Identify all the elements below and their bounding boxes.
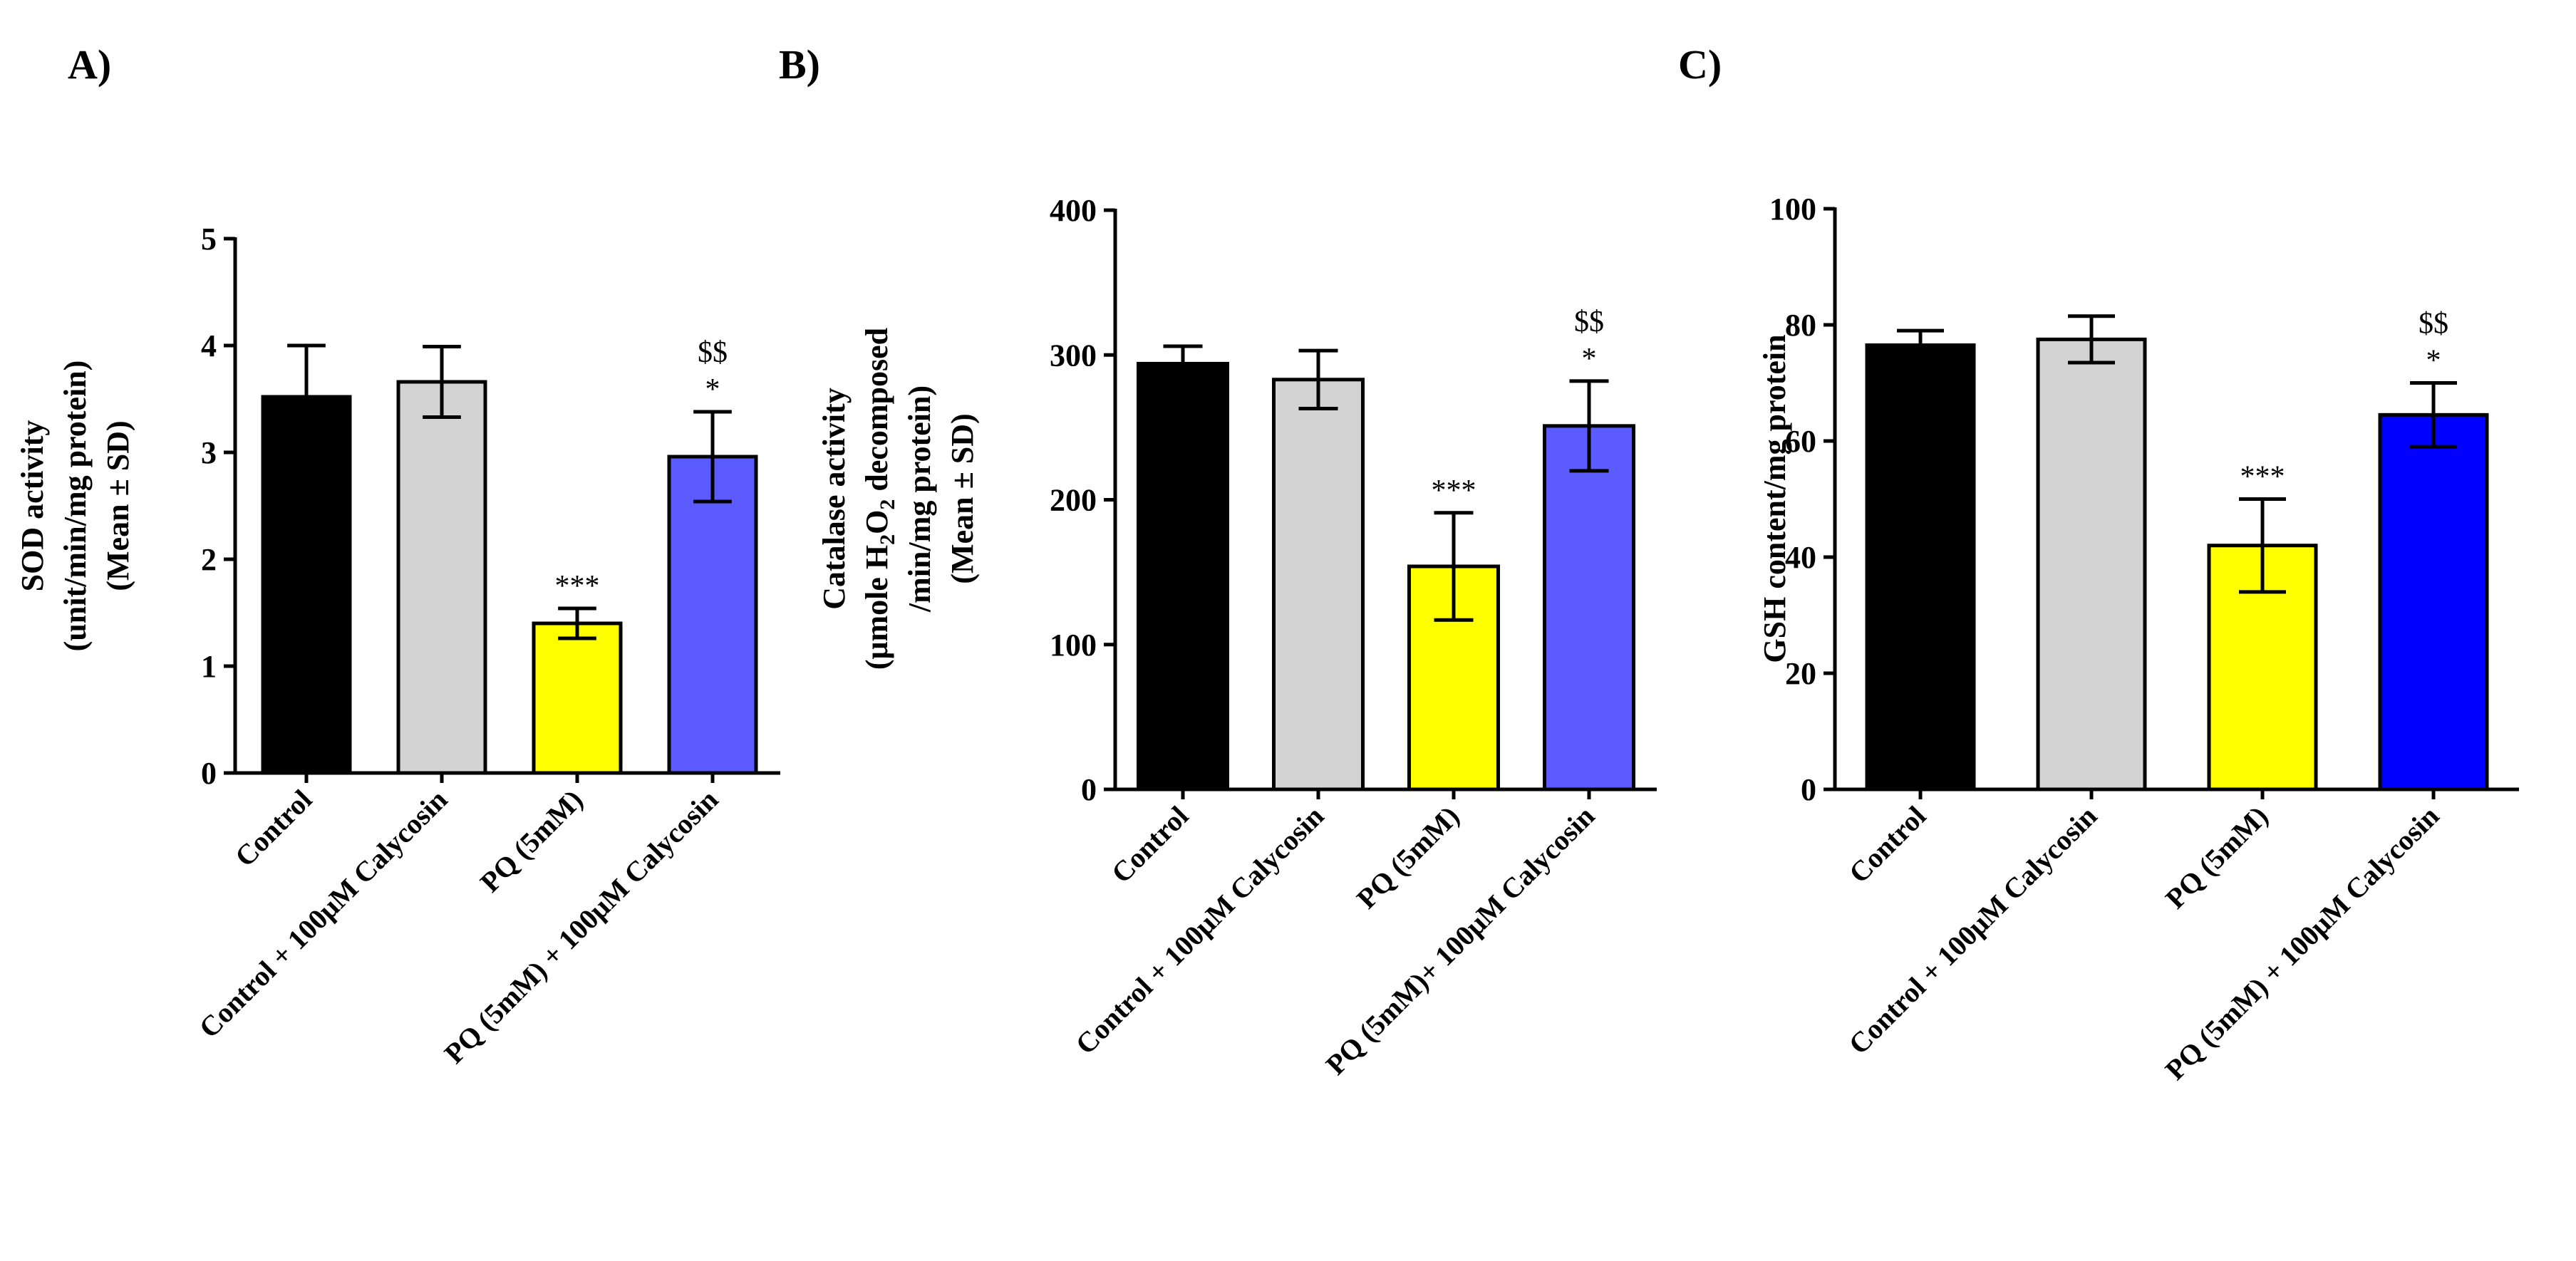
panel-2-category-2: PQ (5mM) <box>2159 800 2274 915</box>
panel-1-ylabel-line-0: Catalase activity <box>817 388 852 610</box>
panel-1-letter: B) <box>779 41 820 88</box>
panel-2-ytick-label-3: 60 <box>1785 424 1816 459</box>
panel-2-ytick-label-0: 0 <box>1801 772 1816 807</box>
panel-1-errorbar-1 <box>1298 348 1338 410</box>
panel-2-ytick-label-4: 80 <box>1785 308 1816 343</box>
panel-1-bar-0 <box>1137 361 1229 792</box>
panel-2-letter: C) <box>1678 41 1722 88</box>
panel-1-sig-2-0: *** <box>1432 474 1476 507</box>
panel-0-category-0: Control <box>229 784 319 873</box>
panel-2-errorbar-3 <box>2410 381 2457 449</box>
panel-0-errorbar-0 <box>287 343 326 450</box>
panel-0-ytick-label-5: 5 <box>201 222 217 256</box>
panel-1-ytick-label-2: 200 <box>1050 483 1097 518</box>
panel-2-bar-3 <box>2378 412 2489 792</box>
panel-2-ytick-label-1: 20 <box>1785 656 1816 691</box>
panel-1-category-2: PQ (5mM) <box>1350 800 1465 915</box>
panel-1-category-3: PQ (5mM)+ 100μM Calycosin <box>1320 800 1601 1081</box>
panel-2-category-3: PQ (5mM) + 100μM Calycosin <box>2159 800 2446 1086</box>
panel-1-errorbar-0 <box>1163 344 1203 383</box>
panel-1-ytick-label-3: 300 <box>1050 338 1097 373</box>
panel-1-ytick-label-0: 0 <box>1081 772 1097 807</box>
panel-2-sig-2-0: *** <box>2240 461 2285 494</box>
panel-0-bar-1 <box>396 380 487 775</box>
panel-0-sig-2-0: *** <box>555 570 600 603</box>
panel-0-ytick-label-4: 4 <box>201 328 217 363</box>
panel-1-ytick-label-4: 400 <box>1050 193 1097 228</box>
panel-1-category-0: Control <box>1105 800 1195 890</box>
panel-2-category-0: Control <box>1843 800 1933 890</box>
panel-0-ytick-label-0: 0 <box>201 756 217 791</box>
panel-1-bar-1 <box>1272 378 1365 792</box>
panel-0-letter: A) <box>68 41 111 88</box>
panel-1-sig-3-1: $$ <box>1574 306 1604 338</box>
panel-0-sig-3-0: * <box>705 373 720 406</box>
panel-2-errorbar-1 <box>2068 314 2115 365</box>
panel-1-bar-3 <box>1543 424 1635 792</box>
panel-0-ylabel-line-1: (unit/min/mg protein) <box>58 360 93 652</box>
panel-1-ylabel-line-3: (Mean ± SD) <box>945 413 980 583</box>
panel-0-bar-2 <box>532 621 623 775</box>
panel-2-ylabel-line-0: GSH content/mg protein <box>1757 334 1792 663</box>
panel-0-ytick-label-3: 3 <box>201 435 217 470</box>
panel-0-ylabel-line-0: SOD activity <box>15 420 50 592</box>
panel-0-category-3: PQ (5mM) + 100μM Calycosin <box>438 784 725 1070</box>
panel-0-errorbar-3 <box>693 410 732 504</box>
panel-0-category-2: PQ (5mM) <box>474 784 589 898</box>
panel-1-category-1: Control + 100μM Calycosin <box>1069 800 1330 1061</box>
panel-0-errorbar-1 <box>423 345 461 419</box>
panel-2-errorbar-2 <box>2239 497 2286 594</box>
panel-0-sig-3-1: $$ <box>698 336 728 369</box>
panel-2-bar-1 <box>2036 337 2147 792</box>
panel-1: B) Catalase activity (μmole H2O2 decompose… <box>779 41 1657 1081</box>
panel-2-sig-3-1: $$ <box>2419 308 2448 341</box>
panel-0-bar-0 <box>261 395 352 775</box>
panel-1-errorbar-3 <box>1569 379 1609 473</box>
panel-2-ytick-label-5: 100 <box>1769 192 1816 227</box>
panel-0-errorbar-2 <box>558 606 596 640</box>
panel-2-bar-0 <box>1865 343 1976 792</box>
panel-0-category-1: Control + 100μM Calycosin <box>192 784 453 1044</box>
panel-2-ytick-label-2: 40 <box>1785 540 1816 575</box>
panel-0-ylabel-line-2: (Mean ± SD) <box>100 420 135 591</box>
panel-0: A) SOD activity (unit/min/mg protein) (Mean… <box>15 41 780 1069</box>
panel-1-ylabel-line-1: (μmole H2O2 decomposed <box>859 328 899 670</box>
panel-0-ytick-label-1: 1 <box>201 649 217 684</box>
panel-0-bar-3 <box>667 455 758 775</box>
panel-1-sig-3-0: * <box>1582 343 1597 375</box>
panel-0-ytick-label-2: 2 <box>201 542 217 577</box>
panel-2-errorbar-0 <box>1897 328 1944 362</box>
panel-1-ylabel-line-2: /min/mg protein) <box>902 385 937 613</box>
panel-1-errorbar-2 <box>1434 511 1474 622</box>
panel-2-sig-3-0: * <box>2426 345 2441 378</box>
panel-1-ytick-label-1: 100 <box>1050 628 1097 663</box>
